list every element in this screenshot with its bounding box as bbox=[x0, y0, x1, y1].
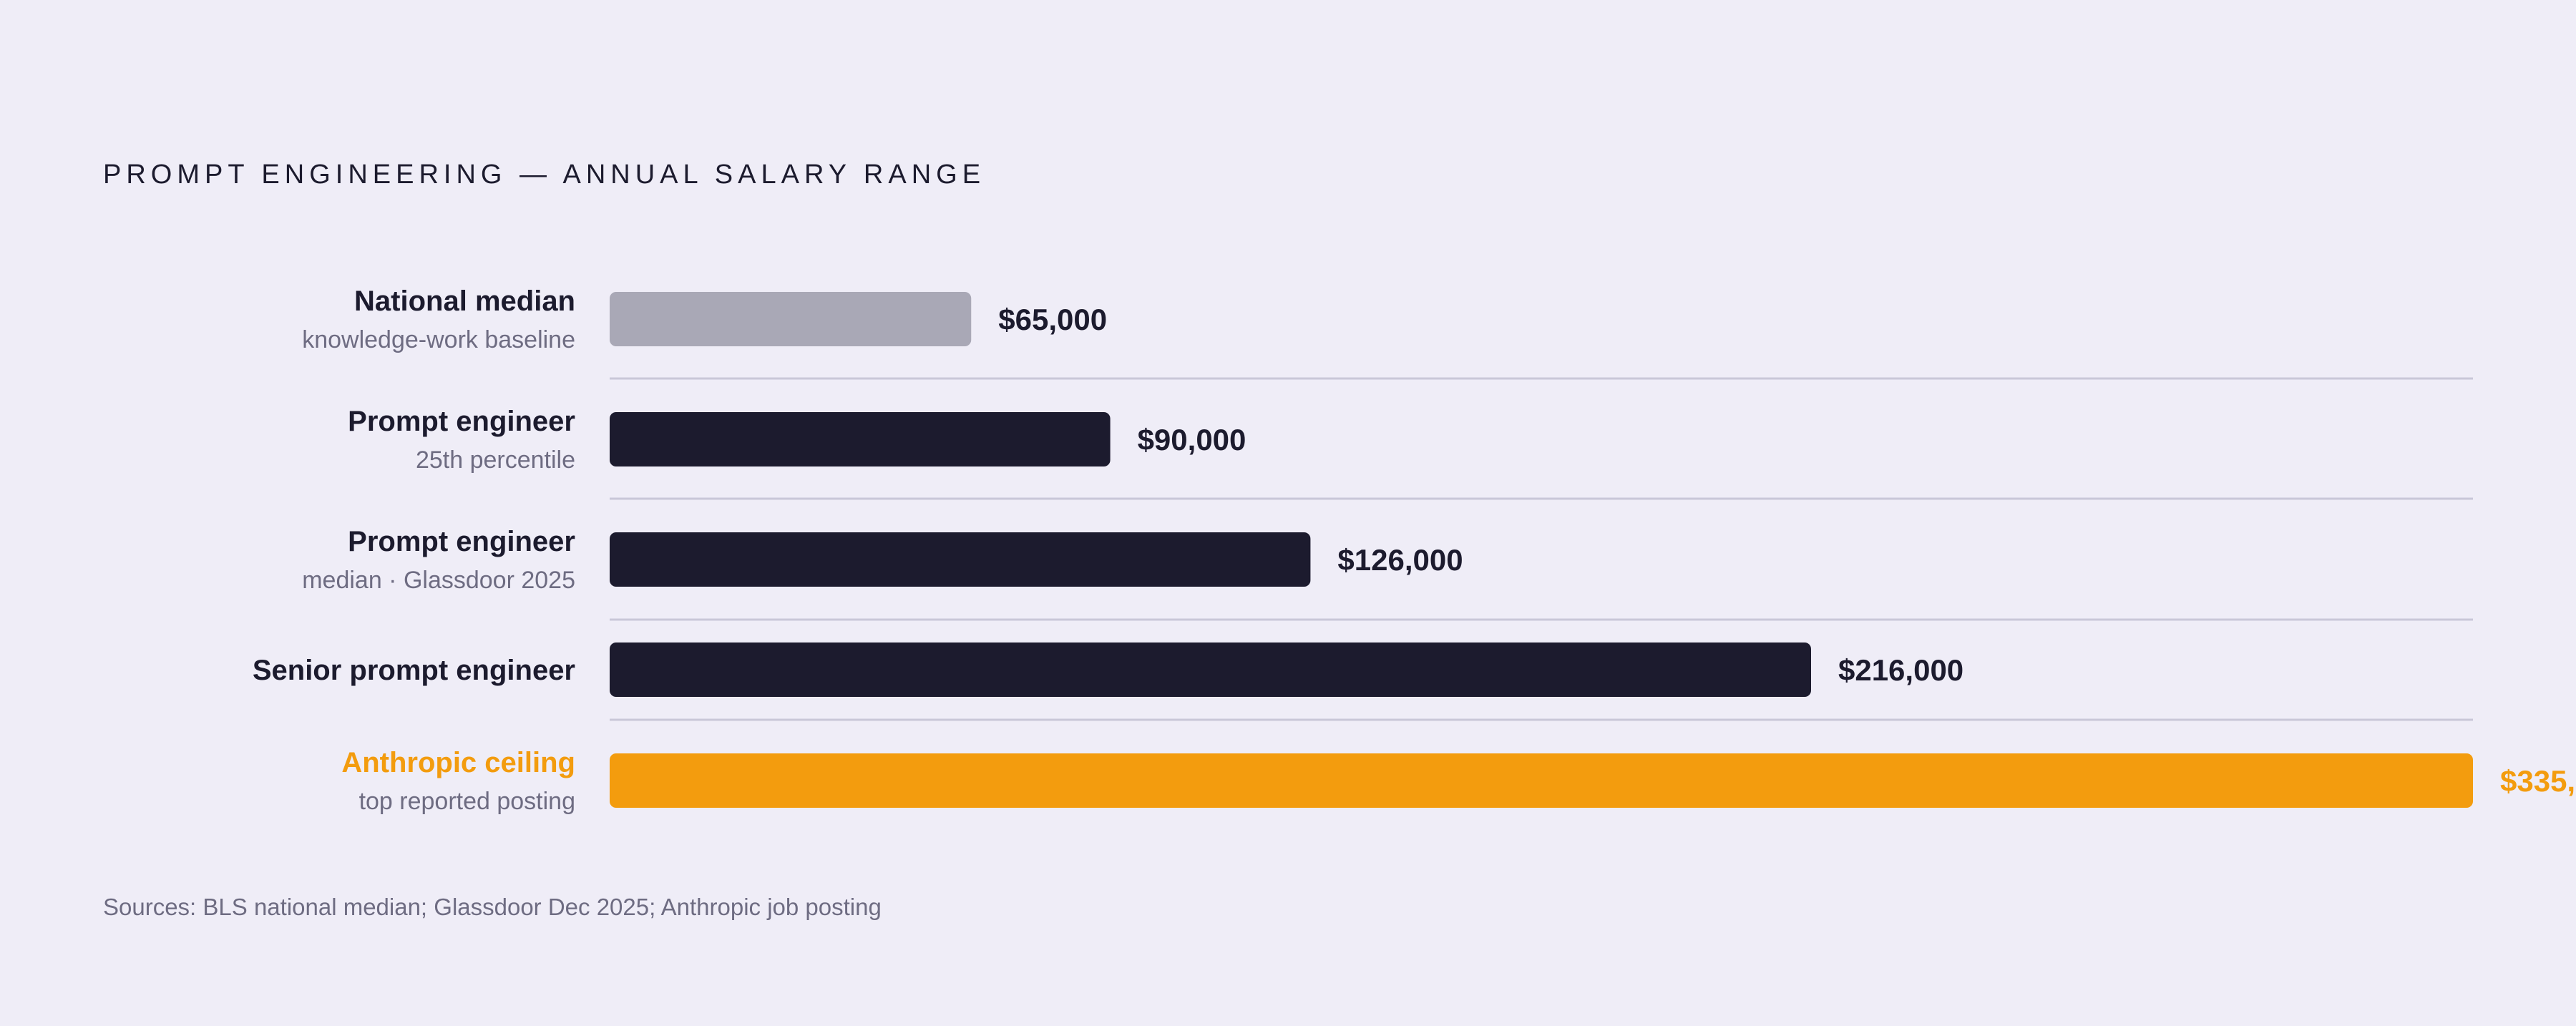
category-sublabel: median · Glassdoor 2025 bbox=[302, 567, 575, 594]
value-label: $90,000 bbox=[1138, 423, 1246, 456]
category-sublabel: 25th percentile bbox=[416, 446, 575, 474]
category-sublabel: top reported posting bbox=[359, 788, 575, 815]
sources-note: Sources: BLS national median; Glassdoor … bbox=[103, 894, 882, 920]
bar bbox=[610, 532, 1311, 587]
category-label: Anthropic ceiling bbox=[341, 747, 575, 778]
category-label: Prompt engineer bbox=[348, 406, 575, 437]
category-label: Prompt engineer bbox=[348, 526, 575, 557]
bar bbox=[610, 753, 2473, 808]
value-label: $126,000 bbox=[1337, 543, 1463, 577]
bar bbox=[610, 643, 1811, 697]
chart-title: PROMPT ENGINEERING — ANNUAL SALARY RANGE bbox=[103, 160, 986, 190]
value-label: $335,000 bbox=[2500, 764, 2576, 798]
category-label: National median bbox=[354, 285, 575, 317]
value-label: $216,000 bbox=[1838, 653, 1963, 687]
bar bbox=[610, 292, 972, 346]
value-label: $65,000 bbox=[998, 303, 1107, 336]
category-label: Senior prompt engineer bbox=[253, 655, 575, 686]
category-sublabel: knowledge-work baseline bbox=[302, 326, 575, 353]
bar bbox=[610, 412, 1111, 466]
